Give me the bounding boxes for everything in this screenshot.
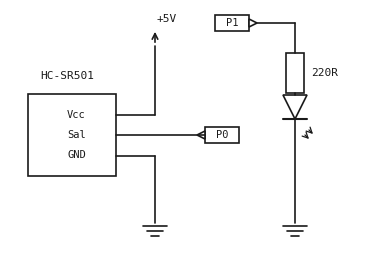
Bar [205, 127, 239, 143]
Polygon shape [197, 131, 205, 139]
Polygon shape [283, 95, 307, 119]
Text: P1: P1 [226, 18, 238, 28]
Text: P0: P0 [216, 130, 228, 140]
Text: HC-SR501: HC-SR501 [40, 71, 94, 81]
Text: Vcc: Vcc [67, 109, 86, 120]
Bar [286, 53, 304, 93]
Text: 220R: 220R [311, 68, 339, 78]
Text: GND: GND [67, 150, 86, 160]
Bar [215, 15, 249, 31]
Bar [28, 94, 116, 176]
Text: +5V: +5V [157, 14, 177, 24]
Polygon shape [249, 19, 257, 27]
Text: Sal: Sal [67, 130, 86, 140]
